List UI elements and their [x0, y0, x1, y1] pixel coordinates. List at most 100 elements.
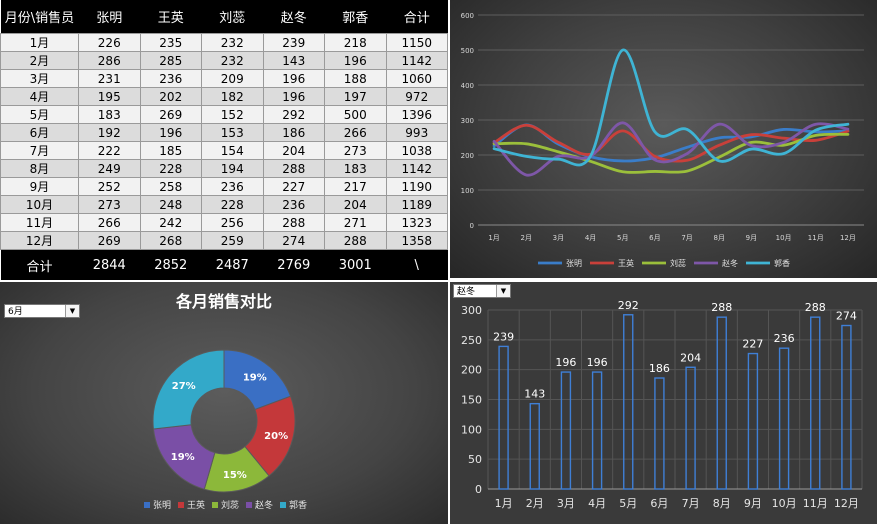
table-cell[interactable]: 192 [78, 123, 141, 142]
table-cell[interactable]: 286 [78, 51, 141, 70]
table-cell[interactable]: 292 [262, 105, 325, 124]
table-cell[interactable]: 217 [324, 177, 387, 196]
table-cell[interactable]: 153 [201, 123, 264, 142]
table-cell[interactable]: 227 [262, 177, 325, 196]
bar [778, 347, 790, 490]
table-cell[interactable]: 1038 [385, 141, 448, 160]
table-cell[interactable]: 1190 [385, 177, 448, 196]
table-cell[interactable]: 196 [324, 51, 387, 70]
table-cell[interactable]: 6月 [0, 123, 79, 142]
table-cell[interactable]: 236 [262, 195, 325, 214]
chevron-down-icon[interactable]: ▼ [496, 285, 510, 297]
table-cell[interactable]: 183 [78, 105, 141, 124]
table-cell[interactable]: 154 [201, 141, 264, 160]
table-cell[interactable]: 288 [262, 213, 325, 232]
x-tick-label: 2月 [526, 497, 544, 510]
chevron-down-icon[interactable]: ▼ [65, 305, 79, 317]
table-cell[interactable]: 194 [201, 159, 264, 178]
column-header: 张明 [78, 0, 140, 34]
table-cell[interactable]: 249 [78, 159, 141, 178]
data-label: 288 [805, 301, 826, 314]
table-cell[interactable]: 12月 [0, 231, 79, 250]
table-cell[interactable]: 273 [78, 195, 141, 214]
table-cell[interactable]: 8月 [0, 159, 79, 178]
table-cell[interactable]: 1060 [385, 69, 448, 88]
table-cell[interactable]: 1323 [385, 213, 448, 232]
salesperson-selector-dropdown[interactable]: 赵冬 ▼ [453, 284, 511, 298]
table-cell[interactable]: 7月 [0, 141, 79, 160]
table-cell[interactable]: 202 [139, 87, 202, 106]
table-cell[interactable]: 236 [201, 177, 264, 196]
table-cell[interactable]: 204 [262, 141, 325, 160]
table-cell[interactable]: 256 [201, 213, 264, 232]
table-cell[interactable]: 186 [262, 123, 325, 142]
table-cell[interactable]: 204 [324, 195, 387, 214]
table-cell[interactable]: 972 [385, 87, 448, 106]
table-cell[interactable]: 248 [139, 195, 202, 214]
table-cell[interactable]: 269 [139, 105, 202, 124]
bar-chart-panel: 赵冬 ▼ 0 50 100 150 200 250 300 239 1月 143 2月 196 3月 19… [450, 282, 877, 524]
table-cell[interactable]: 288 [262, 159, 325, 178]
table-cell[interactable]: 993 [385, 123, 448, 142]
slice-percent-label: 20% [264, 431, 288, 442]
table-cell[interactable]: 222 [78, 141, 141, 160]
table-cell[interactable]: 1189 [385, 195, 448, 214]
table-cell[interactable]: 232 [201, 51, 264, 70]
donut-chart-panel: 6月 ▼ 各月销售对比 19% 20% 15% 19% 27% 张明 王英 刘蕊 赵冬 郭香 [0, 282, 448, 524]
table-cell[interactable]: 185 [139, 141, 202, 160]
table-cell[interactable]: 209 [201, 69, 264, 88]
table-cell[interactable]: 195 [78, 87, 141, 106]
table-cell[interactable]: 500 [324, 105, 387, 124]
table-cell[interactable]: 252 [78, 177, 141, 196]
table-cell[interactable]: 9月 [0, 177, 79, 196]
table-cell[interactable]: 1142 [385, 159, 448, 178]
table-cell[interactable]: 196 [139, 123, 202, 142]
table-cell[interactable]: 2月 [0, 51, 79, 70]
table-cell[interactable]: 236 [139, 69, 202, 88]
table-cell[interactable]: 196 [262, 87, 325, 106]
table-cell[interactable]: 239 [262, 33, 325, 52]
table-cell[interactable]: 231 [78, 69, 141, 88]
table-cell[interactable]: 1150 [385, 33, 448, 52]
table-cell[interactable]: 183 [324, 159, 387, 178]
table-cell[interactable]: 232 [201, 33, 264, 52]
table-cell[interactable]: 228 [139, 159, 202, 178]
table-cell[interactable]: 1396 [385, 105, 448, 124]
table-cell[interactable]: 196 [262, 69, 325, 88]
table-cell[interactable]: 266 [324, 123, 387, 142]
table-cell[interactable]: 10月 [0, 195, 79, 214]
table-cell[interactable]: 268 [139, 231, 202, 250]
table-cell[interactable]: 226 [78, 33, 141, 52]
total-cell: 2844 [78, 249, 140, 280]
table-cell[interactable]: 11月 [0, 213, 79, 232]
table-cell[interactable]: 273 [324, 141, 387, 160]
table-cell[interactable]: 152 [201, 105, 264, 124]
table-cell[interactable]: 1142 [385, 51, 448, 70]
table-cell[interactable]: 188 [324, 69, 387, 88]
table-cell[interactable]: 266 [78, 213, 141, 232]
table-cell[interactable]: 1月 [0, 33, 79, 52]
table-cell[interactable]: 242 [139, 213, 202, 232]
table-cell[interactable]: 274 [262, 231, 325, 250]
table-cell[interactable]: 218 [324, 33, 387, 52]
table-cell[interactable]: 5月 [0, 105, 79, 124]
table-cell[interactable]: 235 [139, 33, 202, 52]
table-cell[interactable]: 271 [324, 213, 387, 232]
x-tick-label: 3月 [553, 234, 564, 242]
table-cell[interactable]: 269 [78, 231, 141, 250]
table-cell[interactable]: 259 [201, 231, 264, 250]
table-cell[interactable]: 4月 [0, 87, 79, 106]
table-cell[interactable]: 228 [201, 195, 264, 214]
table-cell[interactable]: 182 [201, 87, 264, 106]
table-cell[interactable]: 143 [262, 51, 325, 70]
table-cell[interactable]: 285 [139, 51, 202, 70]
y-tick-label: 100 [461, 423, 482, 436]
table-cell[interactable]: 258 [139, 177, 202, 196]
table-cell[interactable]: 1358 [385, 231, 448, 250]
table-cell[interactable]: 288 [324, 231, 387, 250]
table-cell[interactable]: 197 [324, 87, 387, 106]
month-selector-dropdown[interactable]: 6月 ▼ [4, 304, 80, 318]
table-cell[interactable]: 3月 [0, 69, 79, 88]
x-tick-label: 10月 [776, 234, 792, 242]
slice-percent-label: 27% [172, 381, 196, 392]
